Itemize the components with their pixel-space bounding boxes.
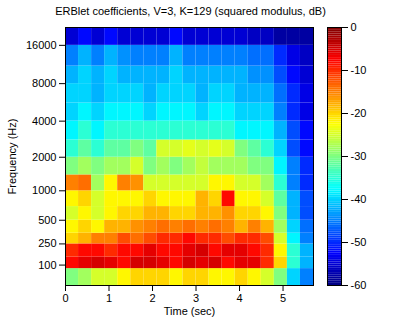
svg-text:500: 500 — [38, 214, 56, 226]
svg-text:Frequency (Hz): Frequency (Hz) — [6, 119, 18, 195]
svg-text:4000: 4000 — [32, 115, 56, 127]
svg-text:2: 2 — [149, 292, 155, 304]
svg-text:5: 5 — [280, 292, 286, 304]
svg-text:2000: 2000 — [32, 151, 56, 163]
svg-text:16000: 16000 — [26, 39, 57, 51]
svg-text:100: 100 — [38, 259, 56, 271]
svg-text:-40: -40 — [351, 193, 367, 205]
svg-text:-10: -10 — [351, 64, 367, 76]
svg-text:8000: 8000 — [32, 77, 56, 89]
svg-text:-50: -50 — [351, 236, 367, 248]
svg-text:0: 0 — [351, 22, 357, 33]
svg-text:250: 250 — [38, 237, 56, 249]
svg-text:3: 3 — [193, 292, 199, 304]
svg-text:1: 1 — [106, 292, 112, 304]
svg-text:0: 0 — [62, 292, 68, 304]
html-text:ERBlet coefficients, V=3, K=12: ERBlet coefficients, V=3, K=129 (squared… — [55, 5, 326, 17]
svg-text:1000: 1000 — [32, 184, 56, 196]
svg-text:4: 4 — [236, 292, 242, 304]
svg-text:-20: -20 — [351, 107, 367, 119]
svg-text:-60: -60 — [351, 279, 367, 291]
svg-text:-30: -30 — [351, 150, 367, 162]
svg-text:Time (sec): Time (sec) — [164, 305, 216, 317]
